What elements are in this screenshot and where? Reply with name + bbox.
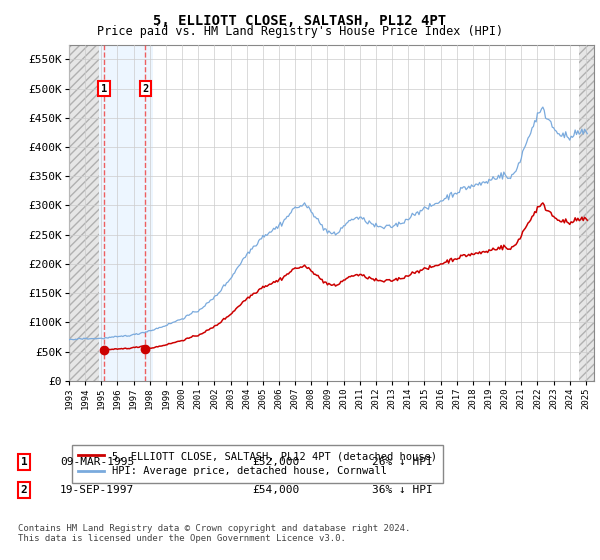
Bar xyxy=(578,45,594,381)
Text: 26% ↓ HPI: 26% ↓ HPI xyxy=(372,457,433,467)
Legend: 5, ELLIOTT CLOSE, SALTASH, PL12 4PT (detached house), HPI: Average price, detach: 5, ELLIOTT CLOSE, SALTASH, PL12 4PT (det… xyxy=(71,445,443,483)
Text: 2: 2 xyxy=(142,83,148,94)
Text: £52,000: £52,000 xyxy=(252,457,299,467)
Bar xyxy=(578,45,594,381)
Text: 36% ↓ HPI: 36% ↓ HPI xyxy=(372,485,433,495)
Text: 1: 1 xyxy=(101,83,107,94)
Bar xyxy=(69,45,99,381)
Text: £54,000: £54,000 xyxy=(252,485,299,495)
Bar xyxy=(99,45,153,381)
Text: Price paid vs. HM Land Registry's House Price Index (HPI): Price paid vs. HM Land Registry's House … xyxy=(97,25,503,38)
Text: 5, ELLIOTT CLOSE, SALTASH, PL12 4PT: 5, ELLIOTT CLOSE, SALTASH, PL12 4PT xyxy=(154,14,446,28)
Text: Contains HM Land Registry data © Crown copyright and database right 2024.
This d: Contains HM Land Registry data © Crown c… xyxy=(18,524,410,543)
Bar xyxy=(69,45,99,381)
Text: 19-SEP-1997: 19-SEP-1997 xyxy=(60,485,134,495)
Text: 1: 1 xyxy=(20,457,28,467)
Text: 09-MAR-1995: 09-MAR-1995 xyxy=(60,457,134,467)
Text: 2: 2 xyxy=(20,485,28,495)
